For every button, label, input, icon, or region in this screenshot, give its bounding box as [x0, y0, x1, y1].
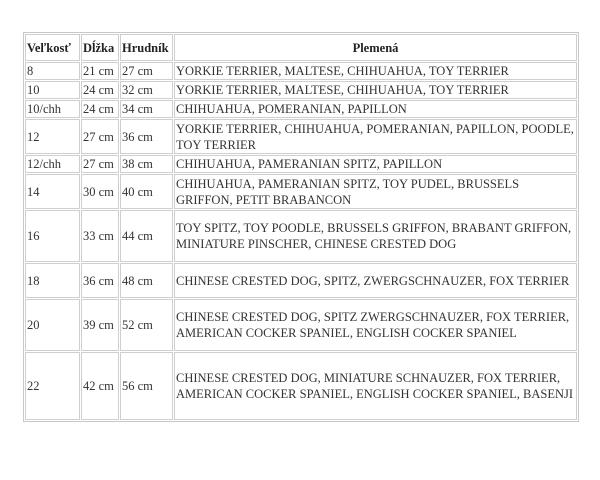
cell-chest: 36 cm — [120, 119, 173, 154]
cell-chest: 52 cm — [120, 299, 173, 351]
table-row: 12 27 cm 36 cm YORKIE TERRIER, CHIHUAHUA, P… — [25, 119, 577, 154]
cell-breeds: YORKIE TERRIER, MALTESE, CHIHUAHUA, TOY … — [174, 81, 577, 99]
table-row: 12/chh 27 cm 38 cm CHIHUAHUA, PAMERANIAN SP… — [25, 155, 577, 173]
size-table: Veľkosť Dĺžka Hrudník Plemená 8 21 cm 27 c… — [23, 32, 579, 422]
cell-size: 14 — [25, 174, 80, 209]
cell-breeds: YORKIE TERRIER, MALTESE, CHIHUAHUA, TOY … — [174, 62, 577, 80]
table-row: 20 39 cm 52 cm CHINESE CRESTED DOG, SPITZ Z… — [25, 299, 577, 351]
cell-size: 12 — [25, 119, 80, 154]
table-row: 10/chh 24 cm 34 cm CHIHUAHUA, POMERANIAN, P… — [25, 100, 577, 118]
cell-breeds: CHINESE CRESTED DOG, MINIATURE SCHNAUZER… — [174, 352, 577, 420]
cell-breeds: YORKIE TERRIER, CHIHUAHUA, POMERANIAN, P… — [174, 119, 577, 154]
cell-breeds: CHIHUAHUA, PAMERANIAN SPITZ, PAPILLON — [174, 155, 577, 173]
table-row: 16 33 cm 44 cm TOY SPITZ, TOY POODLE, BRUSS… — [25, 210, 577, 262]
cell-chest: 56 cm — [120, 352, 173, 420]
header-size: Veľkosť — [25, 34, 80, 61]
cell-chest: 32 cm — [120, 81, 173, 99]
table-row: 14 30 cm 40 cm CHIHUAHUA, PAMERANIAN SPITZ,… — [25, 174, 577, 209]
cell-size: 8 — [25, 62, 80, 80]
cell-chest: 27 cm — [120, 62, 173, 80]
cell-length: 27 cm — [81, 155, 119, 173]
header-length: Dĺžka — [81, 34, 119, 61]
cell-chest: 40 cm — [120, 174, 173, 209]
cell-size: 10 — [25, 81, 80, 99]
cell-size: 10/chh — [25, 100, 80, 118]
cell-chest: 38 cm — [120, 155, 173, 173]
cell-size: 16 — [25, 210, 80, 262]
cell-breeds: CHINESE CRESTED DOG, SPITZ, ZWERGSCHNAUZ… — [174, 263, 577, 298]
cell-length: 36 cm — [81, 263, 119, 298]
cell-size: 12/chh — [25, 155, 80, 173]
cell-length: 42 cm — [81, 352, 119, 420]
table-row: 22 42 cm 56 cm CHINESE CRESTED DOG, MINIATU… — [25, 352, 577, 420]
header-chest: Hrudník — [120, 34, 173, 61]
cell-length: 24 cm — [81, 100, 119, 118]
cell-length: 21 cm — [81, 62, 119, 80]
table-row: 10 24 cm 32 cm YORKIE TERRIER, MALTESE, CHI… — [25, 81, 577, 99]
cell-length: 30 cm — [81, 174, 119, 209]
cell-breeds: CHIHUAHUA, PAMERANIAN SPITZ, TOY PUDEL, … — [174, 174, 577, 209]
cell-length: 27 cm — [81, 119, 119, 154]
cell-chest: 44 cm — [120, 210, 173, 262]
cell-size: 22 — [25, 352, 80, 420]
header-row: Veľkosť Dĺžka Hrudník Plemená — [25, 34, 577, 61]
cell-chest: 48 cm — [120, 263, 173, 298]
cell-length: 39 cm — [81, 299, 119, 351]
cell-length: 33 cm — [81, 210, 119, 262]
header-breeds: Plemená — [174, 34, 577, 61]
cell-breeds: TOY SPITZ, TOY POODLE, BRUSSELS GRIFFON,… — [174, 210, 577, 262]
cell-size: 18 — [25, 263, 80, 298]
cell-chest: 34 cm — [120, 100, 173, 118]
cell-length: 24 cm — [81, 81, 119, 99]
table-row: 8 21 cm 27 cm YORKIE TERRIER, MALTESE, CHIH… — [25, 62, 577, 80]
cell-size: 20 — [25, 299, 80, 351]
cell-breeds: CHIHUAHUA, POMERANIAN, PAPILLON — [174, 100, 577, 118]
cell-breeds: CHINESE CRESTED DOG, SPITZ ZWERGSCHNAUZE… — [174, 299, 577, 351]
table-row: 18 36 cm 48 cm CHINESE CRESTED DOG, SPITZ, … — [25, 263, 577, 298]
